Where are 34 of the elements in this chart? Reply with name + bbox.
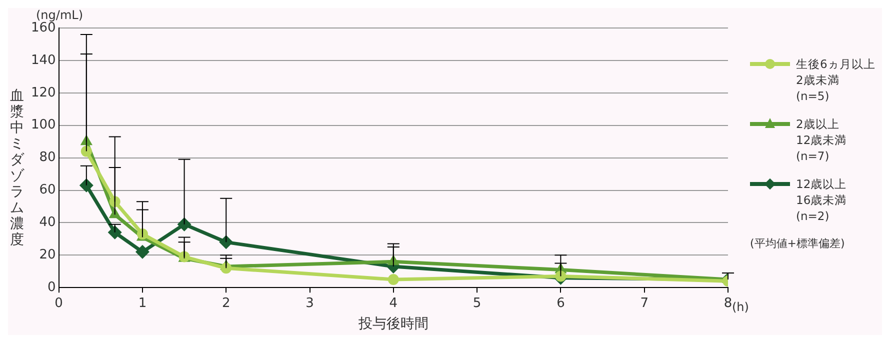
y-tick-label: 140 [30, 52, 56, 68]
point [177, 217, 192, 232]
legend-label: 12歳以上 16歳未満 (n=2) [796, 176, 847, 224]
y-tick-label: 60 [39, 182, 56, 198]
x-tick-label: 6 [556, 296, 565, 311]
y-tick-label: 20 [39, 248, 56, 263]
legend-label: 生後6ヵ月以上 2歳未満 (n=5) [796, 56, 876, 104]
x-tick-label: 4 [389, 296, 398, 311]
y-tick-label: 0 [48, 280, 56, 295]
point [219, 235, 234, 250]
point [555, 270, 566, 282]
y-tick-label: 160 [30, 20, 56, 36]
point [220, 262, 232, 274]
x-tick-label: 8 [724, 296, 732, 311]
x-axis-title: 投与後時間 [357, 316, 428, 332]
y-tick-label: 100 [30, 118, 56, 133]
x-tick-label: 1 [138, 296, 147, 311]
point [79, 178, 94, 192]
x-tick-label: 2 [222, 296, 230, 311]
point [80, 146, 92, 157]
text: (平均値+標準偏差) [750, 236, 846, 251]
legend-label: 2歳以上 12歳未満 (n=7) [796, 116, 847, 164]
y-tick-label: 80 [39, 150, 56, 166]
text: 血漿中ミダゾラム濃度 [10, 88, 24, 248]
text: (ng/mL) [36, 8, 84, 22]
x-tick-label: 3 [306, 296, 314, 311]
point [108, 225, 122, 240]
point [388, 274, 399, 285]
point [135, 244, 150, 259]
text: (h) [732, 300, 749, 314]
x-tick-label: 7 [640, 296, 648, 311]
y-tick-label: 40 [39, 215, 56, 230]
y-tick-label: 120 [30, 85, 56, 100]
x-tick-label: 5 [472, 296, 482, 311]
